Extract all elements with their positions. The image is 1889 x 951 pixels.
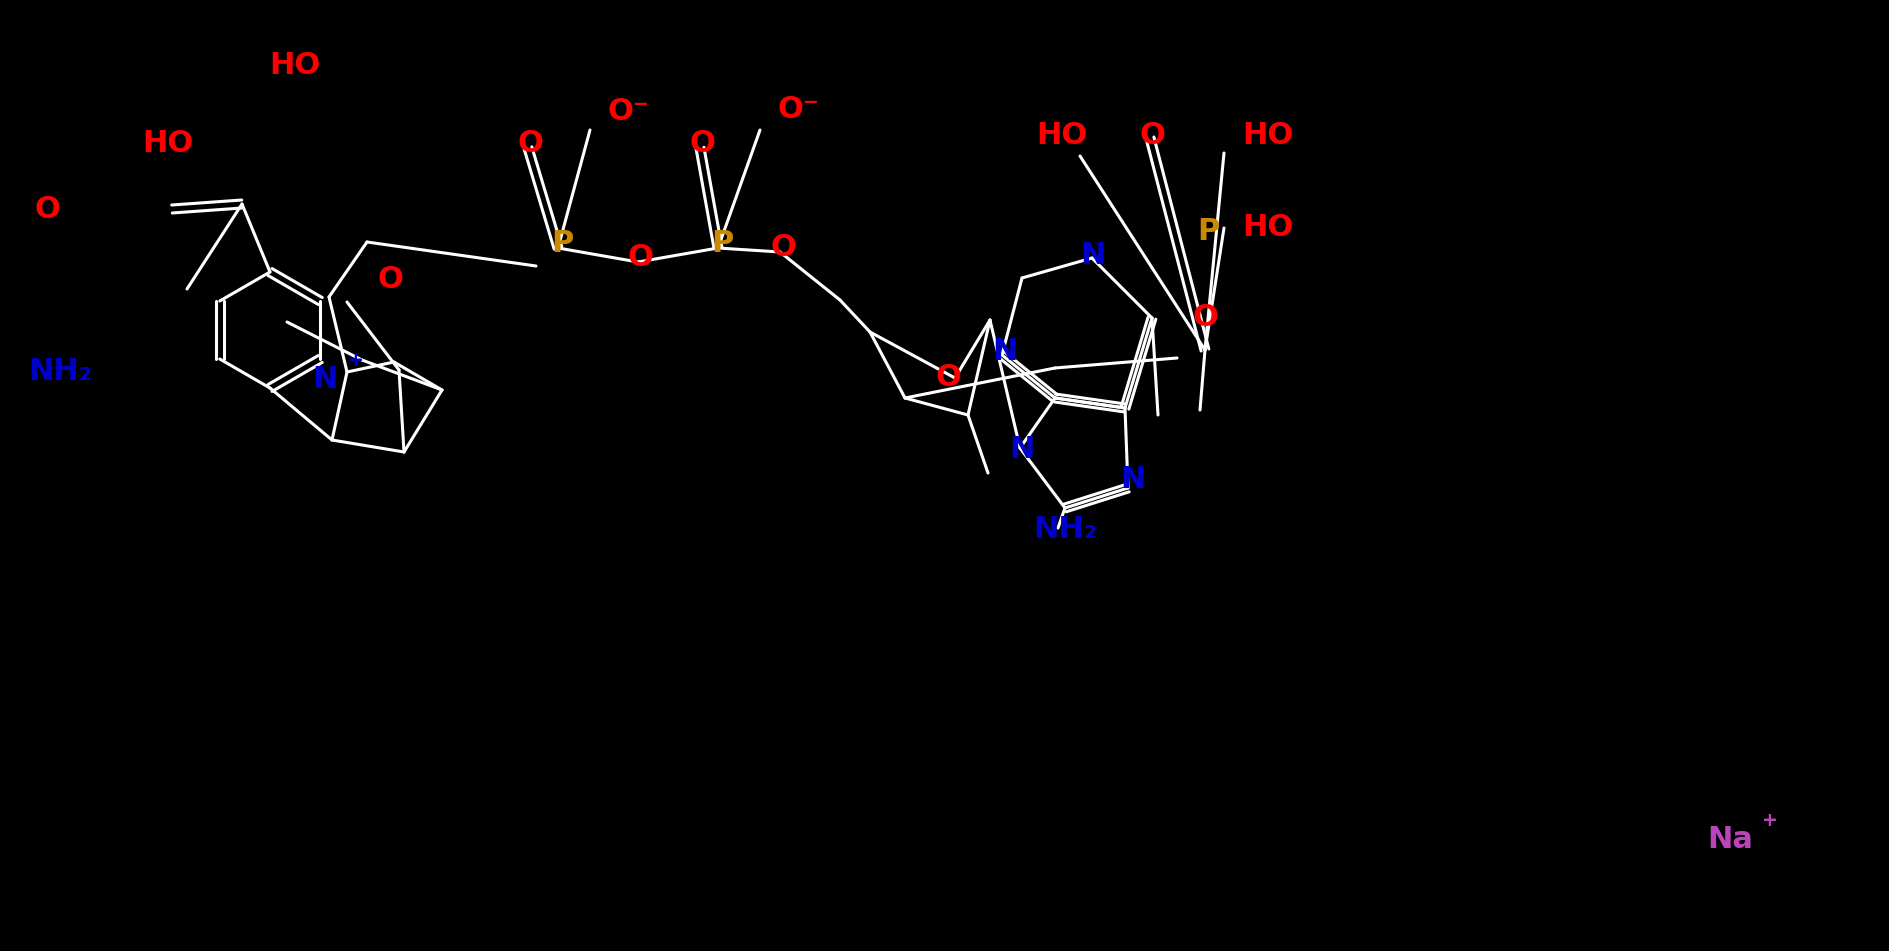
Text: O: O: [518, 128, 542, 158]
Text: N: N: [1009, 436, 1035, 464]
Text: HO: HO: [142, 128, 195, 158]
Text: N: N: [992, 338, 1018, 366]
Text: HO: HO: [1037, 121, 1088, 149]
Text: NH₂: NH₂: [28, 358, 93, 386]
Text: +: +: [1762, 810, 1778, 829]
Text: O: O: [34, 196, 60, 224]
Text: O: O: [689, 128, 714, 158]
Text: O⁻: O⁻: [776, 95, 820, 125]
Text: O: O: [1192, 303, 1218, 333]
Text: P: P: [1198, 218, 1218, 246]
Text: NH₂: NH₂: [1033, 515, 1098, 545]
Text: N: N: [1081, 241, 1105, 269]
Text: O: O: [1139, 121, 1166, 149]
Text: P: P: [552, 228, 572, 258]
Text: O: O: [627, 243, 654, 273]
Text: Na: Na: [1708, 825, 1753, 855]
Text: N: N: [312, 365, 338, 395]
Text: O: O: [935, 363, 962, 393]
Text: HO: HO: [1243, 121, 1294, 149]
Text: N: N: [1120, 465, 1147, 495]
Text: P: P: [710, 228, 733, 258]
Text: O: O: [771, 234, 795, 262]
Text: HO: HO: [1243, 214, 1294, 243]
Text: O⁻: O⁻: [606, 98, 650, 126]
Text: HO: HO: [270, 50, 321, 80]
Text: +: +: [348, 351, 365, 370]
Text: O: O: [378, 265, 402, 295]
